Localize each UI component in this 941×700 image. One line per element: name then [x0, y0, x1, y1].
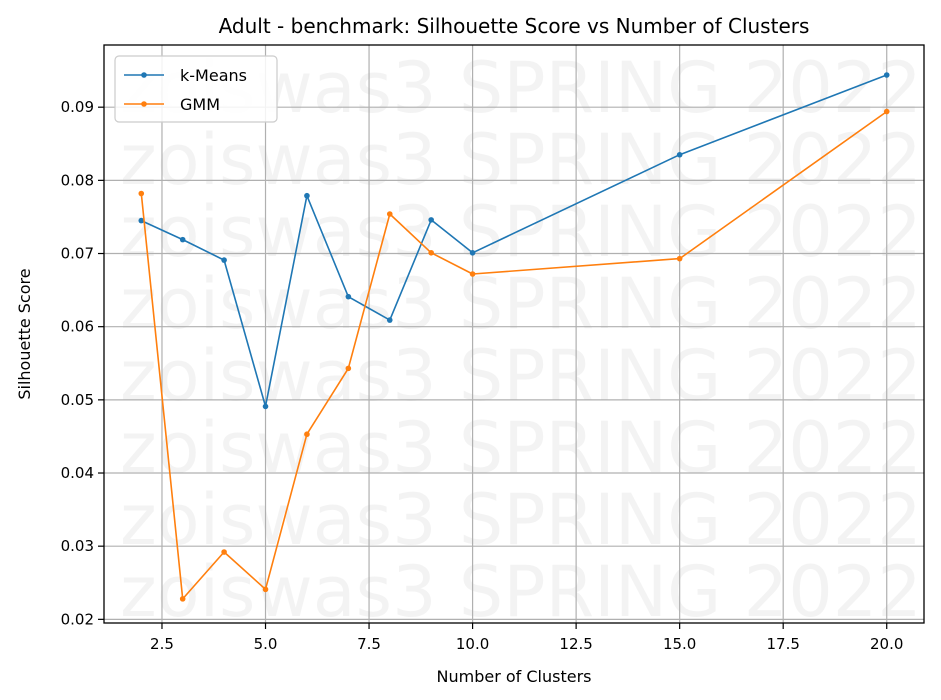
- y-tick-label: 0.03: [61, 537, 94, 555]
- watermark-text: zoiswas3 SPRING 2022: [120, 191, 922, 273]
- legend-marker: [141, 72, 147, 78]
- x-tick-label: 10.0: [456, 635, 489, 653]
- y-tick-label: 0.07: [61, 245, 94, 263]
- data-point: [179, 596, 186, 602]
- watermark-text: zoiswas3 SPRING 2022: [120, 479, 922, 561]
- y-tick-label: 0.05: [61, 391, 94, 409]
- chart-title: Adult - benchmark: Silhouette Score vs N…: [219, 14, 810, 38]
- data-point: [676, 151, 683, 158]
- data-point: [345, 293, 352, 300]
- x-tick-label: 20.0: [870, 635, 903, 653]
- data-point: [428, 249, 434, 256]
- data-point: [262, 586, 269, 593]
- plot-frame: [103, 44, 925, 624]
- watermark-text: zoiswas3 SPRING 2022: [120, 119, 922, 201]
- y-axis-ticks: 0.02 0.03 0.04 0.05 0.06 0.07 0.08 0.09: [61, 98, 104, 628]
- x-tick-label: 2.5: [150, 635, 174, 653]
- data-point: [138, 190, 145, 197]
- y-tick-label: 0.08: [61, 171, 94, 189]
- y-axis-label: Silhouette Score: [15, 268, 34, 399]
- data-point: [304, 431, 310, 438]
- legend-label: k-Means: [180, 66, 247, 85]
- y-tick-label: 0.06: [61, 318, 94, 336]
- x-tick-label: 7.5: [357, 635, 381, 653]
- data-point: [221, 549, 227, 555]
- x-tick-label: 5.0: [254, 635, 278, 653]
- x-tick-label: 12.5: [559, 635, 592, 653]
- data-point: [428, 217, 434, 223]
- data-point: [469, 271, 476, 277]
- series-gmm: [138, 108, 890, 602]
- x-axis-label: Number of Clusters: [437, 667, 592, 686]
- data-point: [469, 249, 476, 256]
- legend-box: [114, 55, 278, 123]
- legend-label: GMM: [180, 95, 220, 114]
- watermark-text: zoiswas3 SPRING 2022: [120, 551, 922, 633]
- grid: [104, 45, 924, 623]
- data-point: [304, 192, 310, 199]
- legend-marker: [141, 101, 147, 107]
- data-point: [676, 255, 683, 262]
- watermark: zoiswas3 SPRING 2022zoiswas3 SPRING 2022…: [120, 47, 922, 633]
- plot-series: [138, 72, 890, 602]
- series-k-means: [138, 72, 890, 410]
- data-point: [883, 72, 890, 78]
- x-axis-ticks: 2.5 5.0 7.5 10.0 12.5 15.0 17.5 20.0: [150, 623, 903, 653]
- data-point: [386, 317, 393, 323]
- y-tick-label: 0.02: [61, 610, 94, 628]
- data-point: [386, 211, 393, 217]
- data-point: [345, 365, 352, 372]
- y-tick-label: 0.04: [61, 464, 94, 482]
- x-tick-label: 15.0: [663, 635, 696, 653]
- watermark-text: zoiswas3 SPRING 2022: [120, 335, 922, 417]
- watermark-text: zoiswas3 SPRING 2022: [120, 407, 922, 489]
- watermark-text: zoiswas3 SPRING 2022: [120, 263, 922, 345]
- data-point: [179, 236, 186, 243]
- data-point: [221, 257, 227, 263]
- data-point: [262, 403, 269, 410]
- data-point: [883, 108, 890, 115]
- x-tick-label: 17.5: [766, 635, 799, 653]
- legend: k-Means GMM: [114, 55, 278, 123]
- data-point: [138, 217, 145, 224]
- y-tick-label: 0.09: [61, 98, 94, 116]
